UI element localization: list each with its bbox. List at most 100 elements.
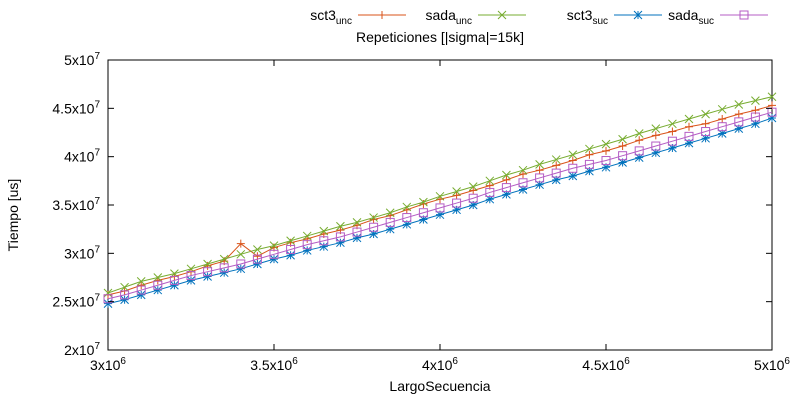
data-point: [402, 219, 412, 229]
data-point: [568, 171, 578, 181]
data-point: [668, 119, 677, 129]
data-point: [618, 134, 627, 144]
data-point: [236, 249, 246, 259]
data-point: [302, 231, 312, 241]
series-line: [107, 111, 773, 300]
legend-entry: sadaunc: [426, 7, 526, 27]
data-point: [701, 127, 711, 137]
data-point: [120, 282, 129, 292]
data-point: [585, 166, 594, 176]
data-point: [352, 218, 362, 227]
data-point: [651, 124, 661, 133]
data-point: [468, 193, 478, 203]
data-point: [634, 129, 644, 138]
data-point: [435, 191, 445, 201]
data-point: [385, 224, 395, 234]
data-point: [137, 281, 146, 290]
data-point: [767, 113, 777, 123]
data-point: [369, 215, 378, 224]
data-point: [186, 271, 196, 281]
data-point: [253, 245, 262, 254]
data-point: [734, 117, 744, 127]
data-point: [668, 143, 677, 153]
y-tick-label: 3x107: [64, 244, 100, 261]
data-point: [568, 150, 578, 160]
data-point: [269, 254, 279, 264]
data-point: [419, 197, 428, 207]
data-point: [518, 165, 528, 175]
data-point: [701, 133, 710, 143]
data-point: [286, 236, 295, 246]
data-point: [518, 178, 528, 188]
data-point: [734, 100, 744, 109]
data-point: [767, 92, 777, 102]
x-axis-ticks: 3x106 3.5x106 4x106 4.5x106 5x106: [90, 60, 790, 373]
data-point: [535, 166, 544, 175]
legend-marker: [378, 11, 386, 19]
data-point: [369, 222, 379, 232]
data-point: [169, 275, 179, 285]
data-point: [203, 259, 212, 269]
data-point: [519, 170, 527, 179]
data-point: [551, 168, 561, 178]
data-point: [667, 136, 677, 146]
data-point: [584, 159, 594, 169]
data-point: [153, 285, 163, 295]
data-point: [668, 127, 677, 136]
data-point: [468, 200, 478, 210]
data-point: [701, 119, 710, 128]
data-point: [485, 194, 495, 204]
legend-entry: sct3suc: [567, 7, 662, 27]
data-point: [751, 119, 760, 129]
legend-label: sct3suc: [567, 7, 608, 27]
data-point: [120, 295, 129, 305]
data-point: [634, 146, 644, 156]
data-point: [319, 226, 329, 236]
data-point: [252, 254, 262, 264]
data-point: [468, 182, 478, 191]
data-point: [203, 267, 213, 277]
data-point: [319, 236, 329, 246]
data-point: [634, 153, 644, 162]
data-point: [103, 299, 113, 308]
data-point: [502, 170, 511, 180]
data-point: [120, 290, 130, 300]
data-point: [103, 288, 113, 298]
data-point: [618, 158, 627, 167]
data-point: [469, 186, 478, 195]
data-point: [685, 122, 693, 131]
data-point: [684, 114, 694, 124]
data-point: [186, 276, 196, 285]
data-point: [352, 227, 362, 237]
y-tick-label: 4.5x107: [52, 99, 100, 116]
data-point: [435, 203, 445, 213]
data-point: [385, 217, 395, 227]
data-point: [501, 183, 511, 193]
data-point: [684, 138, 694, 148]
data-point: [302, 246, 312, 255]
data-point: [136, 285, 146, 295]
legend-marker: [739, 10, 749, 20]
x-tick-label: 4x106: [422, 356, 458, 373]
x-axis-label: LargoSecuencia: [389, 378, 490, 394]
data-point: [717, 129, 727, 138]
data-point: [418, 208, 428, 218]
series-sct3-suc: [103, 113, 777, 308]
plot-frame: [107, 59, 773, 351]
data-point: [502, 190, 511, 199]
data-point: [269, 249, 279, 259]
x-tick-label: 3.5x106: [250, 356, 298, 373]
legend-label: sadasuc: [668, 7, 714, 27]
data-point: [734, 110, 743, 119]
data-point: [552, 161, 561, 170]
chart-title: Repeticiones [|sigma|=15k]: [356, 29, 524, 45]
data-point: [319, 242, 329, 251]
data-point: [734, 124, 744, 133]
data-point: [219, 268, 229, 278]
data-point: [369, 213, 378, 222]
y-tick-label: 3.5x107: [52, 196, 100, 213]
data-point: [535, 180, 544, 190]
data-point: [302, 240, 312, 250]
data-point: [136, 277, 146, 286]
data-point: [452, 191, 461, 200]
